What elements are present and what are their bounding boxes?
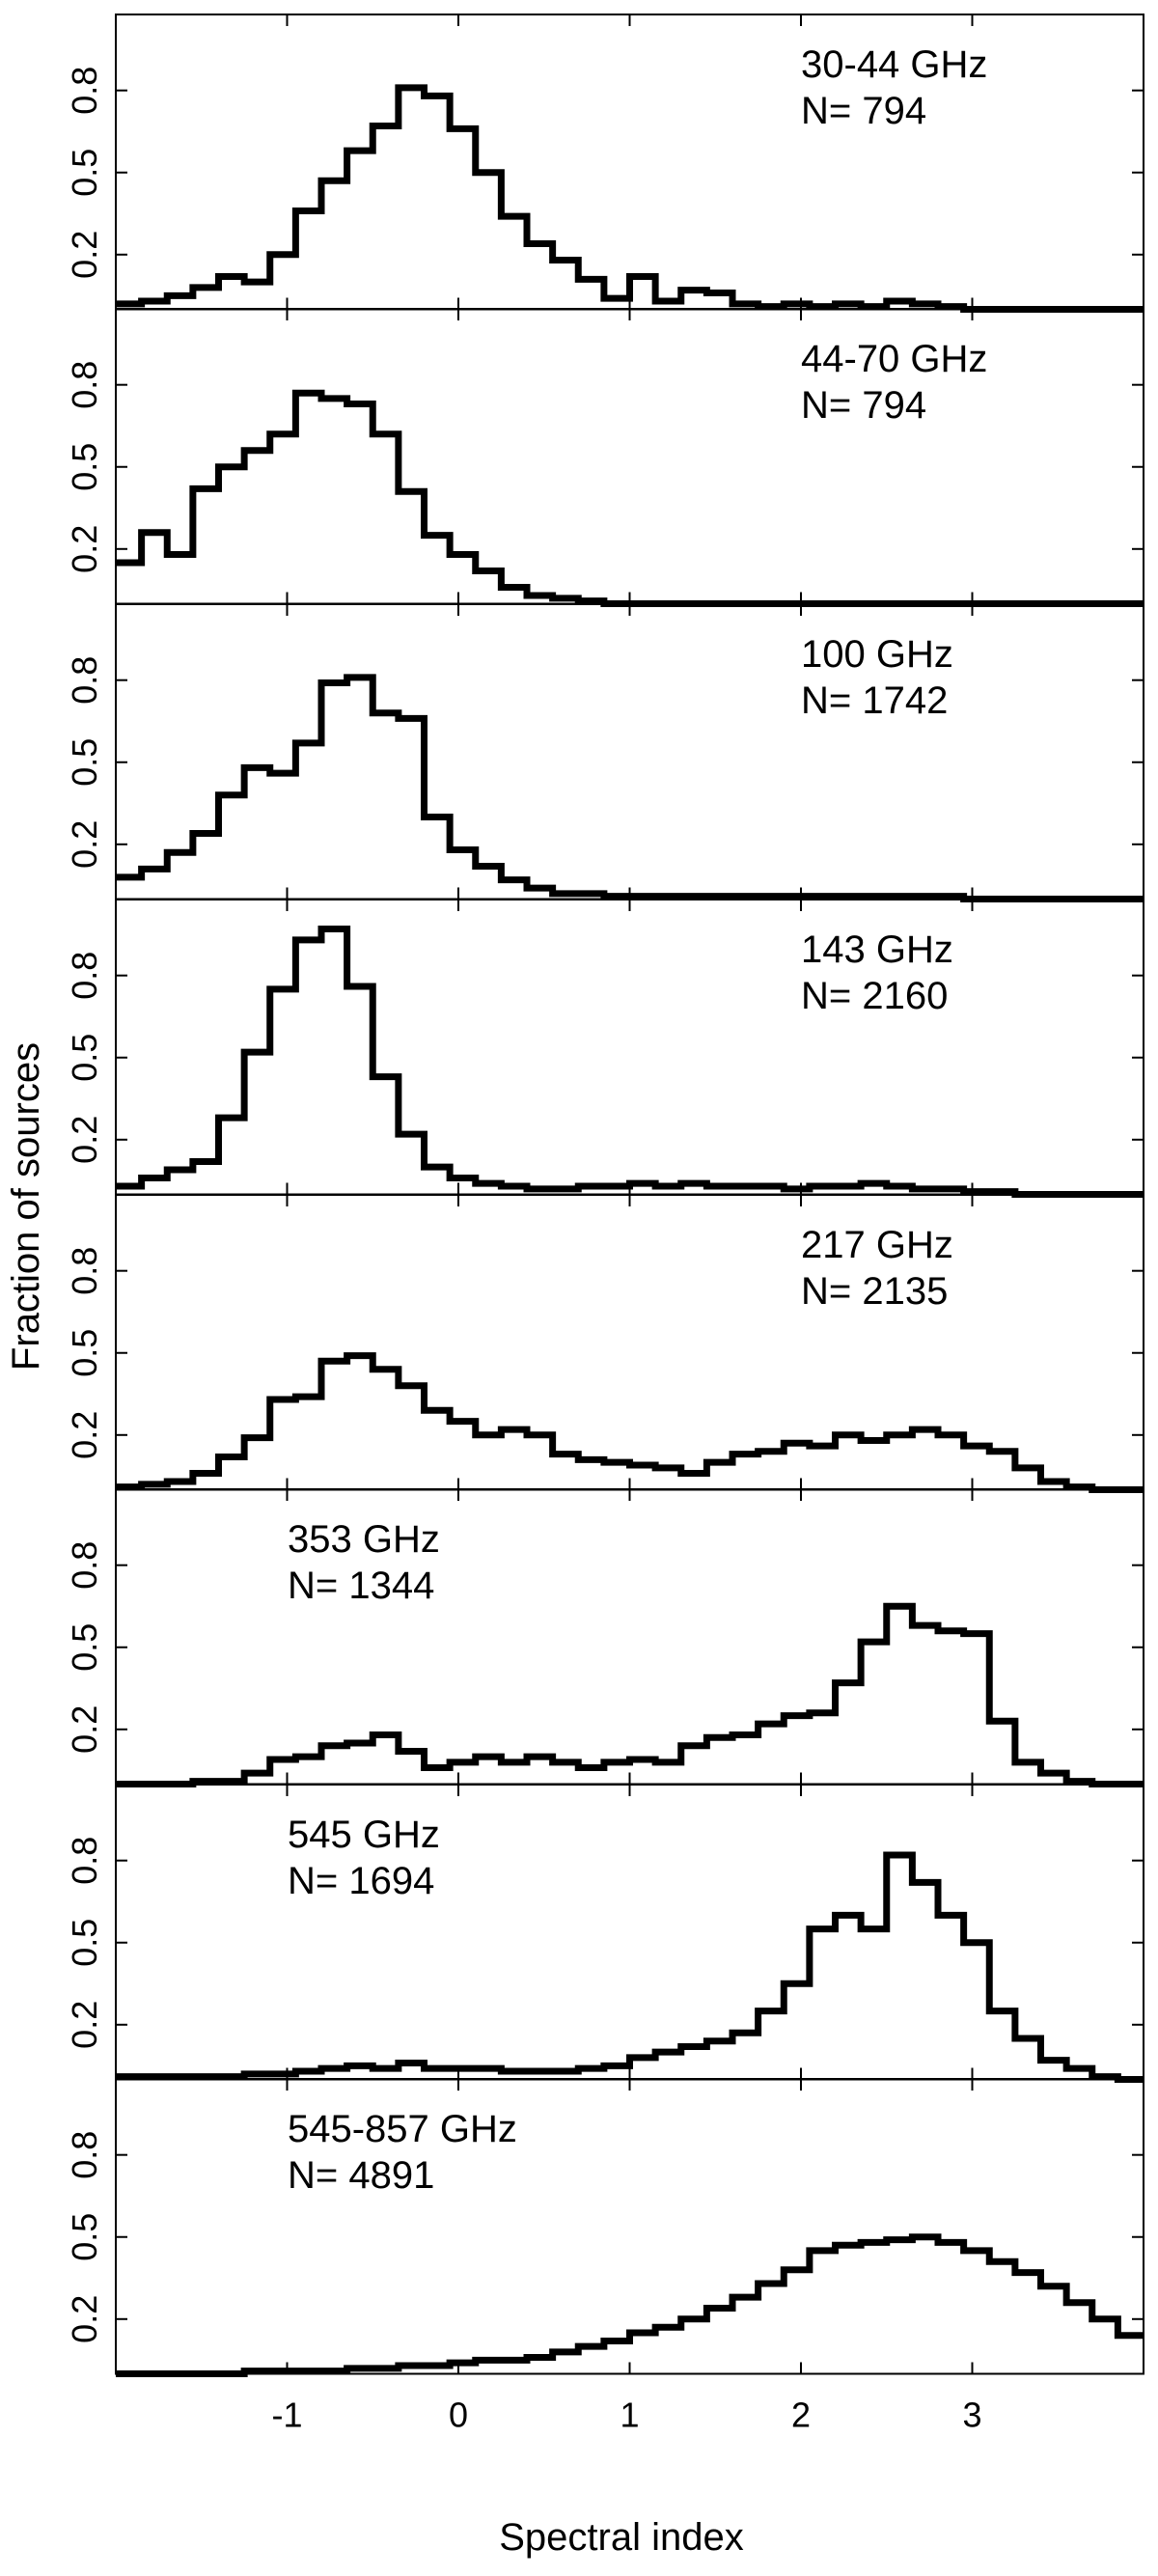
histogram-series — [116, 926, 1144, 1198]
histogram-series — [116, 1352, 1144, 1493]
y-tick-label: 0.2 — [65, 525, 104, 573]
y-tick-label: 0.8 — [65, 2131, 104, 2179]
y-tick-label: 0.5 — [65, 1329, 104, 1377]
x-axis-tick-labels: -1 0 1 2 3 — [271, 2396, 981, 2435]
panel-count-label: N= 1742 — [801, 679, 948, 722]
y-tick-label: 0.2 — [65, 2295, 104, 2343]
panel-count-label: N= 794 — [801, 90, 926, 132]
panel-count-label: N= 2135 — [801, 1270, 948, 1313]
y-tick-label: 0.5 — [65, 1623, 104, 1672]
y-tick-label: 0.2 — [65, 2001, 104, 2049]
histogram-series — [116, 1851, 1144, 2083]
histogram-series — [116, 674, 1144, 902]
histogram-series — [116, 84, 1144, 313]
panel-count-label: N= 1344 — [288, 1565, 434, 1607]
panel-frequency-label: 143 GHz — [801, 928, 953, 971]
histogram-series — [116, 389, 1144, 607]
y-tick-label: 0.5 — [65, 2213, 104, 2261]
y-tick-label: 0.8 — [65, 1837, 104, 1885]
y-tick-label: 0.8 — [65, 67, 104, 115]
panel-frame — [115, 1784, 1144, 2081]
x-axis-label: Spectral index — [499, 2516, 743, 2559]
panel-frequency-label: 30-44 GHz — [801, 43, 987, 86]
panel-count-label: N= 4891 — [288, 2154, 434, 2197]
x-tick-label: 3 — [962, 2396, 981, 2435]
y-tick-label: 0.8 — [65, 952, 104, 1000]
panel-frame — [115, 308, 1144, 605]
y-tick-label: 0.2 — [65, 1116, 104, 1164]
y-tick-label: 0.2 — [65, 231, 104, 279]
panel-frequency-label: 545 GHz — [288, 1814, 440, 1856]
y-tick-label: 0.2 — [65, 1705, 104, 1754]
y-tick-label: 0.8 — [65, 656, 104, 705]
x-tick-label: 0 — [449, 2396, 468, 2435]
panel-frequency-label: 44-70 GHz — [801, 338, 987, 380]
y-tick-label: 0.2 — [65, 820, 104, 869]
panel-frame — [115, 603, 1144, 900]
panel-frequency-label: 353 GHz — [288, 1518, 440, 1561]
x-tick-label: 2 — [791, 2396, 811, 2435]
histogram-series — [116, 2233, 1144, 2377]
panel-frequency-label: 545-857 GHz — [288, 2108, 517, 2150]
y-tick-label: 0.5 — [65, 1919, 104, 1967]
y-tick-label: 0.8 — [65, 1541, 104, 1590]
panel-frequency-label: 100 GHz — [801, 633, 953, 676]
panel-count-label: N= 1694 — [288, 1860, 434, 1902]
y-tick-label: 0.5 — [65, 149, 104, 197]
x-tick-label: -1 — [271, 2396, 302, 2435]
y-tick-label: 0.8 — [65, 1247, 104, 1295]
y-axis-label: Fraction of sources — [5, 1042, 47, 1371]
x-tick-label: 1 — [620, 2396, 639, 2435]
panel-count-label: N= 2160 — [801, 975, 948, 1017]
y-tick-label: 0.5 — [65, 738, 104, 787]
y-tick-label: 0.5 — [65, 443, 104, 491]
y-tick-label: 0.2 — [65, 1411, 104, 1459]
panel-frequency-label: 217 GHz — [801, 1224, 953, 1266]
y-tick-label: 0.5 — [65, 1034, 104, 1082]
y-tick-label: 0.8 — [65, 361, 104, 409]
panel-count-label: N= 794 — [801, 384, 926, 427]
histogram-series — [116, 1602, 1144, 1787]
